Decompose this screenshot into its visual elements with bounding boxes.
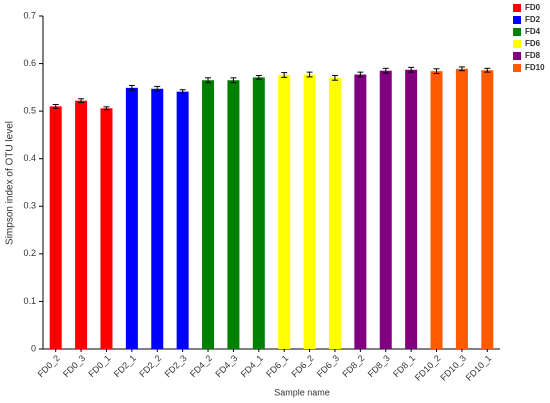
legend-label: FD6 [525, 39, 541, 48]
x-tick-label: FD2_1 [112, 353, 138, 379]
bar [481, 70, 494, 349]
legend-swatch [513, 64, 521, 72]
bar [202, 80, 215, 349]
bar [354, 74, 367, 350]
legend-label: FD10 [525, 63, 545, 72]
x-tick-label: FD6_3 [315, 353, 341, 379]
bar [125, 87, 138, 349]
legend-label: FD4 [525, 27, 541, 36]
y-tick-label: 0.5 [23, 106, 36, 116]
legend-swatch [513, 28, 521, 36]
x-tick-label: FD8_3 [366, 353, 392, 379]
x-tick-label: FD2_2 [137, 353, 163, 379]
bar [176, 91, 189, 349]
bar [303, 74, 316, 350]
x-tick-label: FD2_3 [163, 353, 189, 379]
legend-swatch [513, 40, 521, 48]
bar [151, 88, 164, 349]
bar [455, 68, 468, 349]
legend-label: FD2 [525, 15, 541, 24]
bar [227, 80, 240, 349]
x-tick-label: FD10_3 [438, 353, 468, 383]
x-tick-label: FD0_3 [61, 353, 87, 379]
x-tick-label: FD0_2 [36, 353, 62, 379]
bar [328, 77, 341, 349]
y-tick-label: 0.6 [23, 58, 36, 68]
x-tick-label: FD6_1 [264, 353, 290, 379]
legend-swatch [513, 16, 521, 24]
bar [75, 100, 88, 349]
x-tick-label: FD4_3 [213, 353, 239, 379]
x-tick-label: FD0_1 [86, 353, 112, 379]
y-axis-label: Simpson index of OTU level [5, 121, 16, 245]
legend-label: FD8 [525, 51, 541, 60]
y-tick-label: 0.4 [23, 153, 36, 163]
x-tick-label: FD8_2 [340, 353, 366, 379]
x-tick-label: FD4_1 [239, 353, 265, 379]
legend-swatch [513, 52, 521, 60]
x-tick-label: FD4_2 [188, 353, 214, 379]
y-tick-label: 0.7 [23, 10, 36, 20]
bar [100, 108, 113, 349]
bar [430, 71, 443, 349]
y-tick-label: 0.3 [23, 201, 36, 211]
y-tick-label: 0.1 [23, 296, 36, 306]
bar [278, 74, 291, 349]
bar [379, 70, 392, 349]
y-tick-label: 0.2 [23, 248, 36, 258]
y-tick-label: 0 [31, 343, 36, 353]
bar [252, 77, 265, 350]
x-tick-label: FD10_1 [464, 353, 494, 383]
x-tick-label: FD10_2 [413, 353, 443, 383]
legend-swatch [513, 4, 521, 12]
bar [49, 106, 62, 349]
x-axis-label: Sample name [274, 387, 330, 397]
legend-label: FD0 [525, 3, 541, 12]
bar [405, 69, 418, 350]
x-tick-label: FD6_2 [290, 353, 316, 379]
